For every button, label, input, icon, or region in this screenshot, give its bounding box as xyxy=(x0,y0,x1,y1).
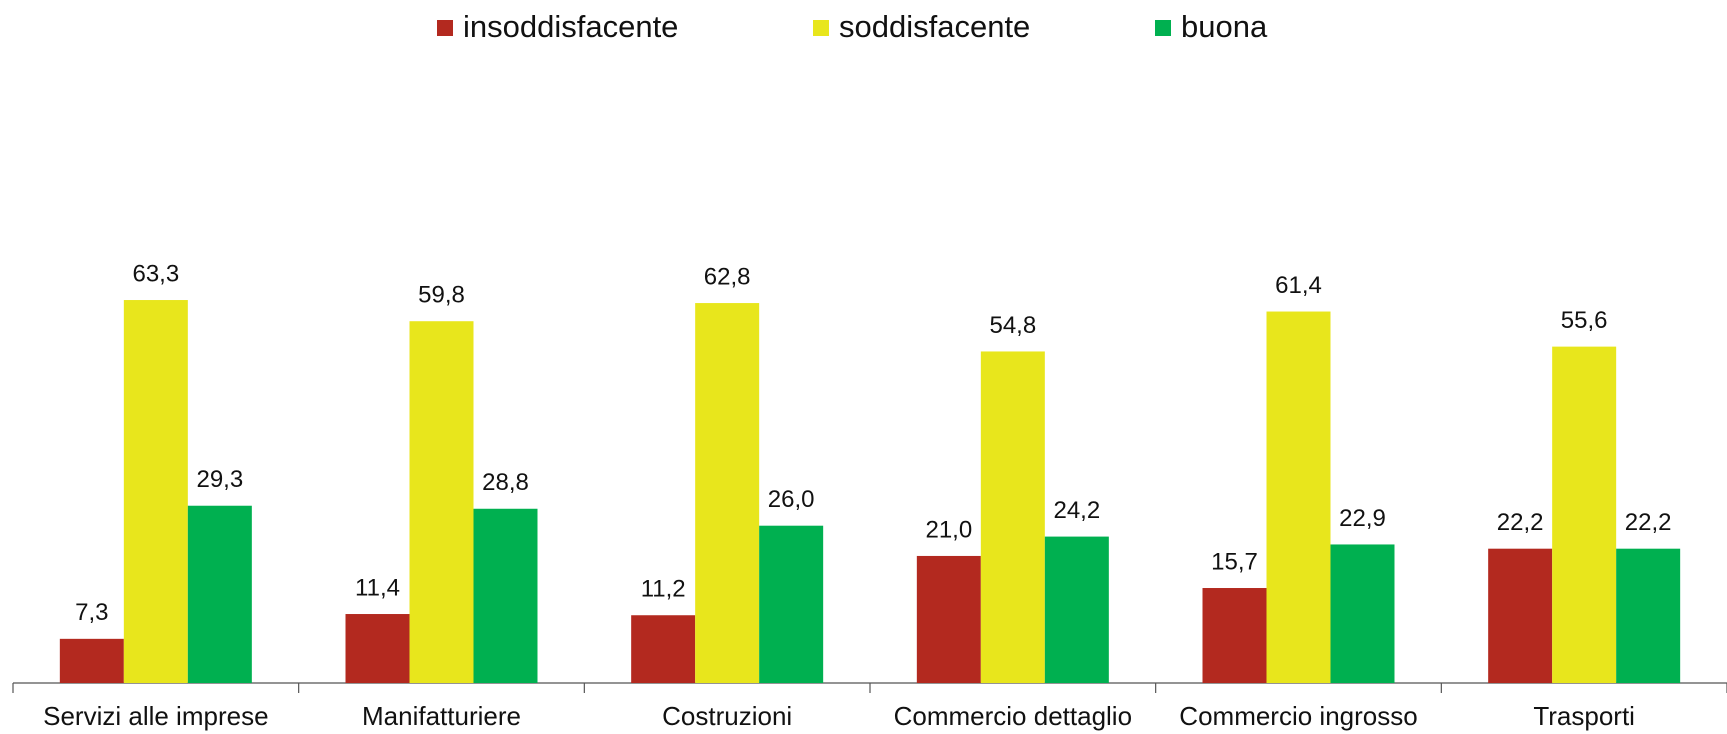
bar xyxy=(916,555,981,683)
value-label: 29,3 xyxy=(196,466,243,493)
legend-label: buona xyxy=(1181,9,1268,44)
value-label: 63,3 xyxy=(132,260,179,287)
bar xyxy=(59,638,124,683)
bar xyxy=(759,525,824,683)
value-label: 26,0 xyxy=(768,486,815,513)
bar xyxy=(409,321,474,683)
bar xyxy=(345,614,410,683)
bar xyxy=(1552,346,1617,683)
value-label: 7,3 xyxy=(75,599,108,626)
legend-swatch xyxy=(437,20,453,36)
value-label: 55,6 xyxy=(1561,307,1608,334)
bar xyxy=(1488,548,1553,683)
value-label: 11,4 xyxy=(355,574,400,601)
bar xyxy=(631,615,696,683)
value-label: 59,8 xyxy=(418,282,465,309)
bar xyxy=(1266,311,1331,683)
value-label: 15,7 xyxy=(1211,548,1258,575)
x-tick-label: Servizi alle imprese xyxy=(43,701,268,731)
value-label: 61,4 xyxy=(1275,272,1322,299)
bar xyxy=(123,300,188,683)
value-label: 54,8 xyxy=(989,312,1036,339)
bar xyxy=(1044,536,1109,683)
x-tick-label: Commercio ingrosso xyxy=(1179,701,1417,731)
x-tick-label: Costruzioni xyxy=(662,701,792,731)
value-label: 24,2 xyxy=(1053,497,1100,524)
value-label: 28,8 xyxy=(482,469,529,496)
bar xyxy=(1330,544,1395,683)
legend-label: soddisfacente xyxy=(839,9,1030,44)
bar xyxy=(1616,548,1681,683)
value-label: 22,2 xyxy=(1625,509,1672,536)
bar xyxy=(187,505,252,683)
value-label: 22,9 xyxy=(1339,505,1386,532)
x-tick-label: Commercio dettaglio xyxy=(894,701,1132,731)
bar xyxy=(1202,588,1267,683)
bar xyxy=(695,303,760,683)
x-tick-label: Trasporti xyxy=(1533,701,1635,731)
value-label: 22,2 xyxy=(1497,509,1544,536)
bar xyxy=(980,351,1045,683)
x-tick-label: Manifatturiere xyxy=(362,701,521,731)
legend-label: insoddisfacente xyxy=(463,9,678,44)
bar xyxy=(473,508,538,683)
legend-swatch xyxy=(1155,20,1171,36)
value-label: 21,0 xyxy=(925,516,972,543)
legend-swatch xyxy=(813,20,829,36)
value-label: 11,2 xyxy=(641,576,686,603)
value-label: 62,8 xyxy=(704,263,751,290)
